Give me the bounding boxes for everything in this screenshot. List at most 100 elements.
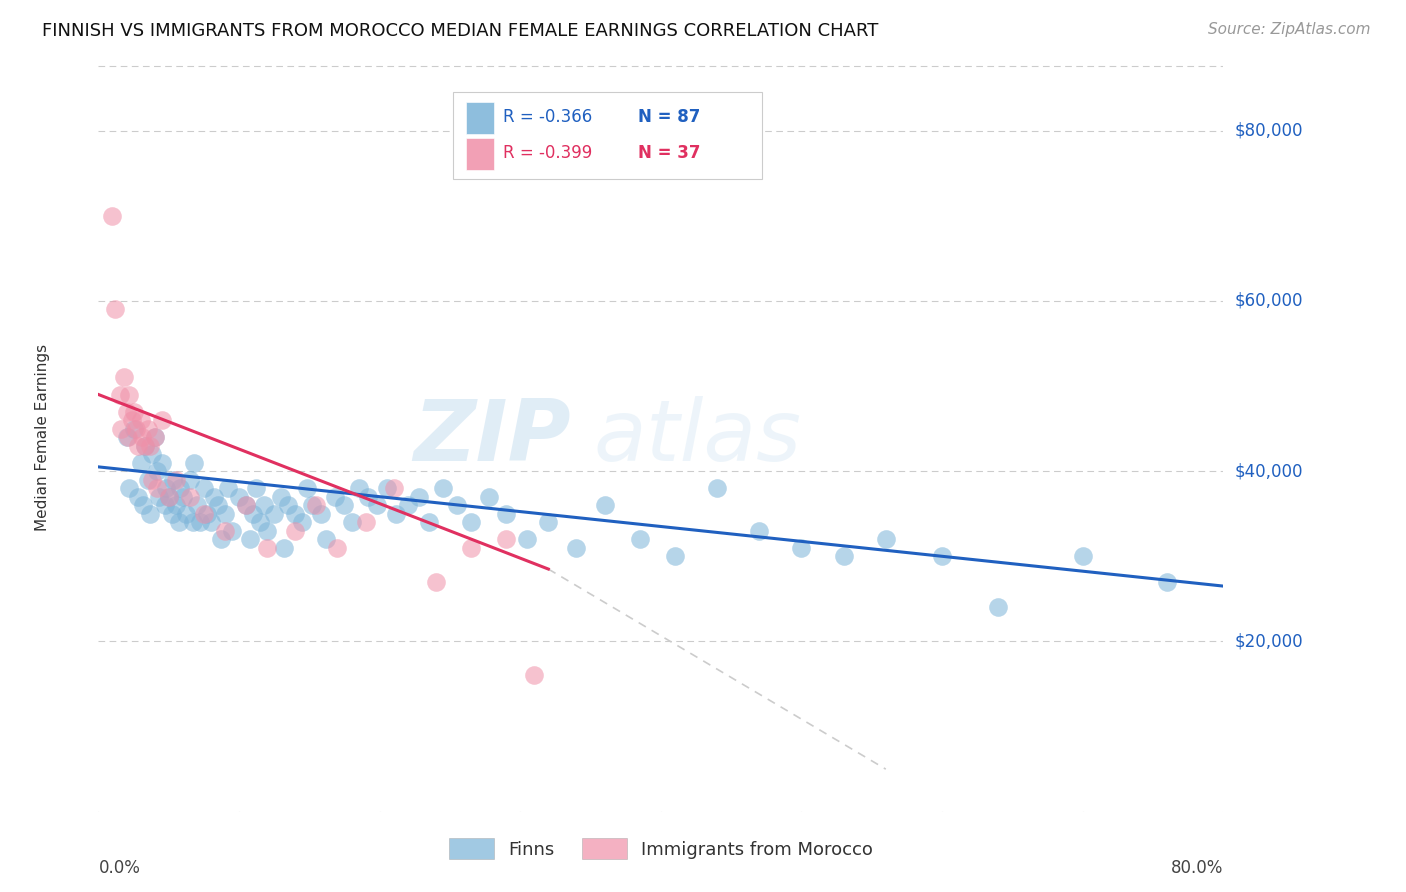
Point: [160, 507, 183, 521]
Point: [375, 481, 398, 495]
Point: [132, 498, 155, 512]
Point: [121, 413, 143, 427]
Point: [291, 515, 314, 529]
Point: [495, 533, 517, 547]
Point: [214, 507, 236, 521]
Point: [157, 490, 180, 504]
Point: [139, 507, 162, 521]
Point: [136, 473, 159, 487]
Text: ZIP: ZIP: [413, 395, 571, 479]
Point: [179, 490, 201, 504]
Text: $20,000: $20,000: [1234, 632, 1303, 650]
Point: [115, 404, 138, 418]
Point: [323, 490, 346, 504]
Point: [460, 515, 482, 529]
Text: $40,000: $40,000: [1234, 462, 1303, 480]
Point: [127, 439, 149, 453]
Point: [167, 515, 190, 529]
Point: [357, 490, 380, 504]
Point: [333, 498, 356, 512]
Point: [193, 481, 215, 495]
Point: [146, 464, 169, 478]
Point: [706, 481, 728, 495]
Point: [202, 490, 225, 504]
Bar: [467, 103, 495, 134]
Point: [523, 668, 546, 682]
Point: [141, 447, 163, 461]
Point: [118, 387, 141, 401]
Point: [565, 541, 588, 555]
Point: [256, 524, 278, 538]
Text: R = -0.399: R = -0.399: [503, 145, 592, 162]
Point: [117, 430, 139, 444]
Point: [129, 413, 152, 427]
Text: Source: ZipAtlas.com: Source: ZipAtlas.com: [1208, 22, 1371, 37]
Point: [245, 481, 267, 495]
Point: [366, 498, 388, 512]
Point: [382, 481, 405, 495]
Point: [188, 515, 211, 529]
Point: [273, 541, 295, 555]
Point: [537, 515, 560, 529]
Point: [516, 533, 538, 547]
Point: [235, 498, 257, 512]
Point: [748, 524, 770, 538]
Text: N = 87: N = 87: [638, 108, 700, 126]
Point: [157, 490, 180, 504]
Point: [418, 515, 440, 529]
Point: [221, 524, 243, 538]
Point: [340, 515, 363, 529]
Point: [134, 439, 156, 453]
Point: [987, 600, 1010, 615]
Point: [256, 541, 278, 555]
FancyBboxPatch shape: [453, 93, 762, 178]
Point: [186, 498, 208, 512]
Point: [249, 515, 271, 529]
Point: [172, 490, 194, 504]
Point: [270, 490, 292, 504]
Text: atlas: atlas: [593, 395, 801, 479]
Point: [305, 498, 328, 512]
Point: [832, 549, 855, 564]
Point: [315, 533, 337, 547]
Point: [122, 404, 145, 418]
Point: [146, 481, 169, 495]
Point: [134, 439, 156, 453]
Point: [131, 430, 153, 444]
Point: [284, 524, 307, 538]
Point: [112, 370, 135, 384]
Point: [790, 541, 813, 555]
Point: [101, 209, 124, 223]
Point: [169, 481, 191, 495]
Point: [181, 515, 204, 529]
Point: [139, 439, 162, 453]
Point: [1071, 549, 1094, 564]
Point: [148, 490, 170, 504]
Point: [593, 498, 616, 512]
Point: [165, 498, 187, 512]
Point: [478, 490, 501, 504]
Point: [432, 481, 454, 495]
Point: [150, 413, 173, 427]
Text: $60,000: $60,000: [1234, 292, 1303, 310]
Point: [277, 498, 299, 512]
Point: [354, 515, 377, 529]
Text: R = -0.366: R = -0.366: [503, 108, 592, 126]
Point: [460, 541, 482, 555]
Point: [125, 421, 148, 435]
Text: 0.0%: 0.0%: [98, 858, 141, 877]
Point: [174, 507, 197, 521]
Point: [122, 421, 145, 435]
Point: [165, 473, 187, 487]
Point: [239, 533, 262, 547]
Point: [209, 533, 232, 547]
Point: [183, 456, 205, 470]
Point: [150, 456, 173, 470]
Text: $80,000: $80,000: [1234, 121, 1303, 139]
Point: [295, 481, 318, 495]
Point: [228, 490, 250, 504]
Point: [326, 541, 349, 555]
Point: [408, 490, 430, 504]
Point: [385, 507, 408, 521]
Point: [253, 498, 276, 512]
